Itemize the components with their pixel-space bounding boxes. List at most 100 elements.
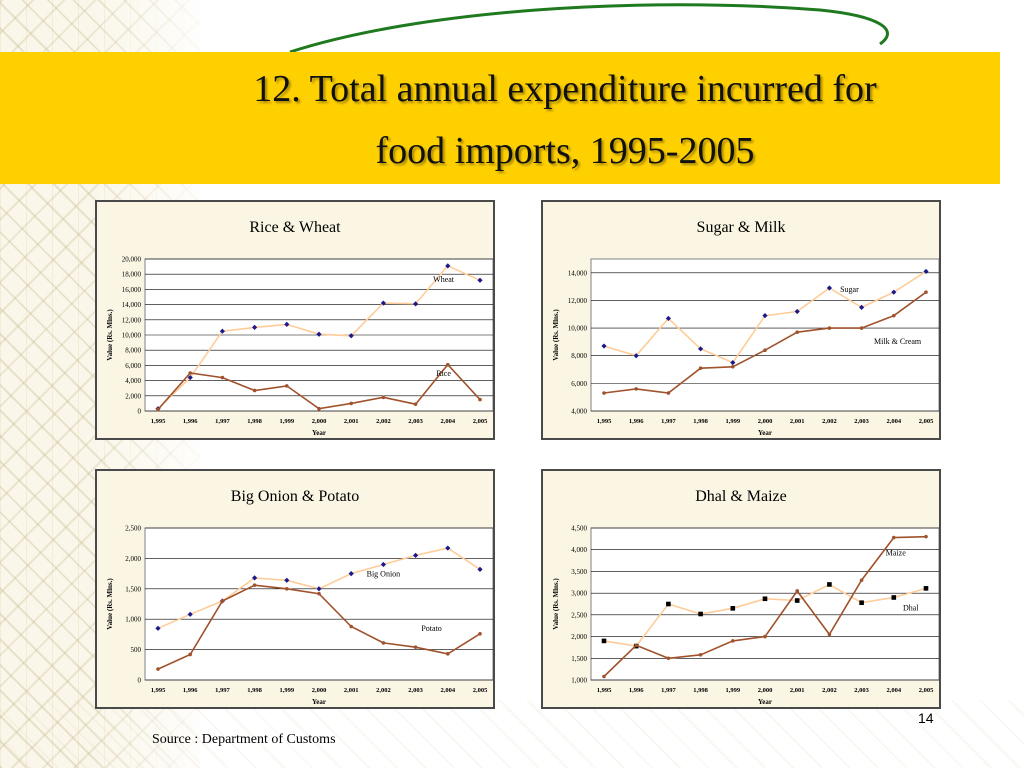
y-tick-label: 3,000 [571, 590, 587, 598]
series-annotation: Potato [421, 624, 441, 633]
y-tick-label: 4,000 [571, 546, 587, 554]
y-tick-label: 4,500 [571, 525, 587, 533]
y-tick-label: 14,000 [568, 269, 588, 277]
data-point [634, 387, 638, 391]
y-tick-label: 10,000 [568, 325, 588, 333]
x-tick-label: 1,996 [629, 418, 644, 425]
data-point [859, 578, 864, 582]
data-point [155, 625, 161, 631]
x-tick-label: 2,002 [822, 687, 837, 694]
data-point [316, 586, 322, 592]
x-tick-label: 2,002 [376, 687, 391, 694]
y-tick-label: 18,000 [122, 271, 142, 279]
y-axis-title: Value (Rs. Mlns.) [552, 578, 560, 630]
y-tick-label: 14,000 [122, 301, 142, 309]
x-tick-label: 1,995 [597, 687, 612, 694]
data-point [827, 326, 832, 330]
data-point [446, 362, 450, 367]
data-point [795, 589, 799, 593]
chart-panel-rice-wheat: Rice & Wheat 0 2,000 4,000 6,000 8,000 10,000 1… [95, 200, 495, 440]
x-tick-label: 2,001 [790, 687, 805, 694]
title-banner [0, 52, 1000, 184]
y-tick-label: 0 [138, 677, 142, 685]
data-point [666, 656, 671, 661]
data-point [381, 395, 386, 400]
data-point [827, 582, 832, 587]
data-point [316, 331, 322, 337]
data-point [731, 639, 735, 643]
chart-panel-onion-potato: Big Onion & Potato 0 500 1,000 1,500 2,000 2,5… [95, 469, 495, 709]
x-tick-label: 2,004 [886, 687, 901, 694]
chart-title: Rice & Wheat [249, 219, 341, 236]
x-tick-label: 1,999 [279, 418, 294, 425]
data-point [156, 667, 160, 671]
data-point [730, 606, 736, 611]
chart-panel-dhal-maize: Dhal & Maize 1,000 1,500 2,000 2,500 3,000 3,5… [541, 469, 941, 709]
data-point [891, 595, 897, 600]
data-point [602, 391, 606, 395]
y-tick-label: 8,000 [125, 347, 141, 355]
page-number: 14 [918, 710, 934, 726]
data-point [794, 598, 800, 603]
chart-title: Big Onion & Potato [231, 488, 359, 505]
data-point [317, 406, 321, 411]
y-tick-label: 2,000 [125, 392, 141, 400]
x-tick-label: 1,996 [629, 687, 644, 694]
y-tick-label: 10,000 [122, 332, 142, 340]
data-point [698, 611, 703, 617]
y-tick-label: 500 [131, 646, 142, 654]
slide-title: 12. Total annual expenditure incurred fo… [170, 58, 960, 182]
data-point [666, 391, 671, 395]
data-point [924, 290, 928, 294]
x-tick-label: 1,997 [215, 418, 230, 425]
data-point [698, 653, 703, 657]
data-point [731, 364, 735, 369]
x-tick-label: 1,996 [183, 418, 198, 425]
y-tick-label: 12,000 [568, 297, 588, 305]
plot-area [590, 258, 939, 412]
y-axis-title: Value (Rs. Mlns.) [106, 578, 114, 630]
x-tick-label: 2,004 [440, 418, 455, 425]
y-tick-label: 2,000 [571, 633, 587, 641]
data-point [188, 652, 192, 657]
data-point [602, 674, 606, 679]
data-point [478, 397, 482, 402]
x-tick-label: 2,000 [312, 687, 327, 694]
series-annotation: Milk & Cream [874, 337, 922, 346]
data-point [220, 375, 225, 380]
x-axis-title: Year [312, 698, 326, 706]
x-tick-label: 2,001 [344, 418, 359, 425]
y-tick-label: 20,000 [122, 256, 142, 264]
x-tick-label: 1,995 [151, 418, 166, 425]
data-point [601, 638, 607, 644]
data-point [477, 566, 483, 572]
data-point [413, 552, 419, 558]
x-tick-label: 2,005 [473, 687, 488, 694]
data-point [859, 326, 864, 330]
series-annotation: Big Onion [367, 569, 401, 578]
x-axis-title: Year [758, 429, 772, 437]
x-axis-title: Year [312, 429, 326, 437]
series-annotation: Maize [886, 549, 906, 558]
data-point [794, 308, 800, 315]
x-tick-label: 2,001 [790, 418, 805, 425]
x-tick-label: 1,998 [247, 418, 262, 425]
data-point [252, 388, 257, 393]
data-point [763, 348, 767, 352]
green-swoosh [289, 3, 889, 54]
chart-sugar-milk: Sugar & Milk 4,000 6,000 8,000 10,000 12,000 1… [552, 219, 939, 437]
y-tick-label: 12,000 [122, 316, 142, 324]
y-tick-label: 4,000 [125, 377, 141, 385]
data-point [348, 571, 354, 577]
data-point [380, 561, 386, 568]
x-tick-label: 1,995 [151, 687, 166, 694]
x-tick-label: 1,997 [215, 687, 230, 694]
chart-title: Sugar & Milk [697, 219, 786, 236]
y-tick-label: 1,500 [125, 585, 141, 593]
x-tick-label: 1,999 [725, 418, 740, 425]
data-point [349, 624, 353, 629]
y-axis-title: Value (Rs. Mlns.) [106, 309, 114, 361]
data-point [156, 407, 160, 412]
data-point [763, 634, 767, 639]
y-tick-label: 8,000 [571, 352, 587, 360]
